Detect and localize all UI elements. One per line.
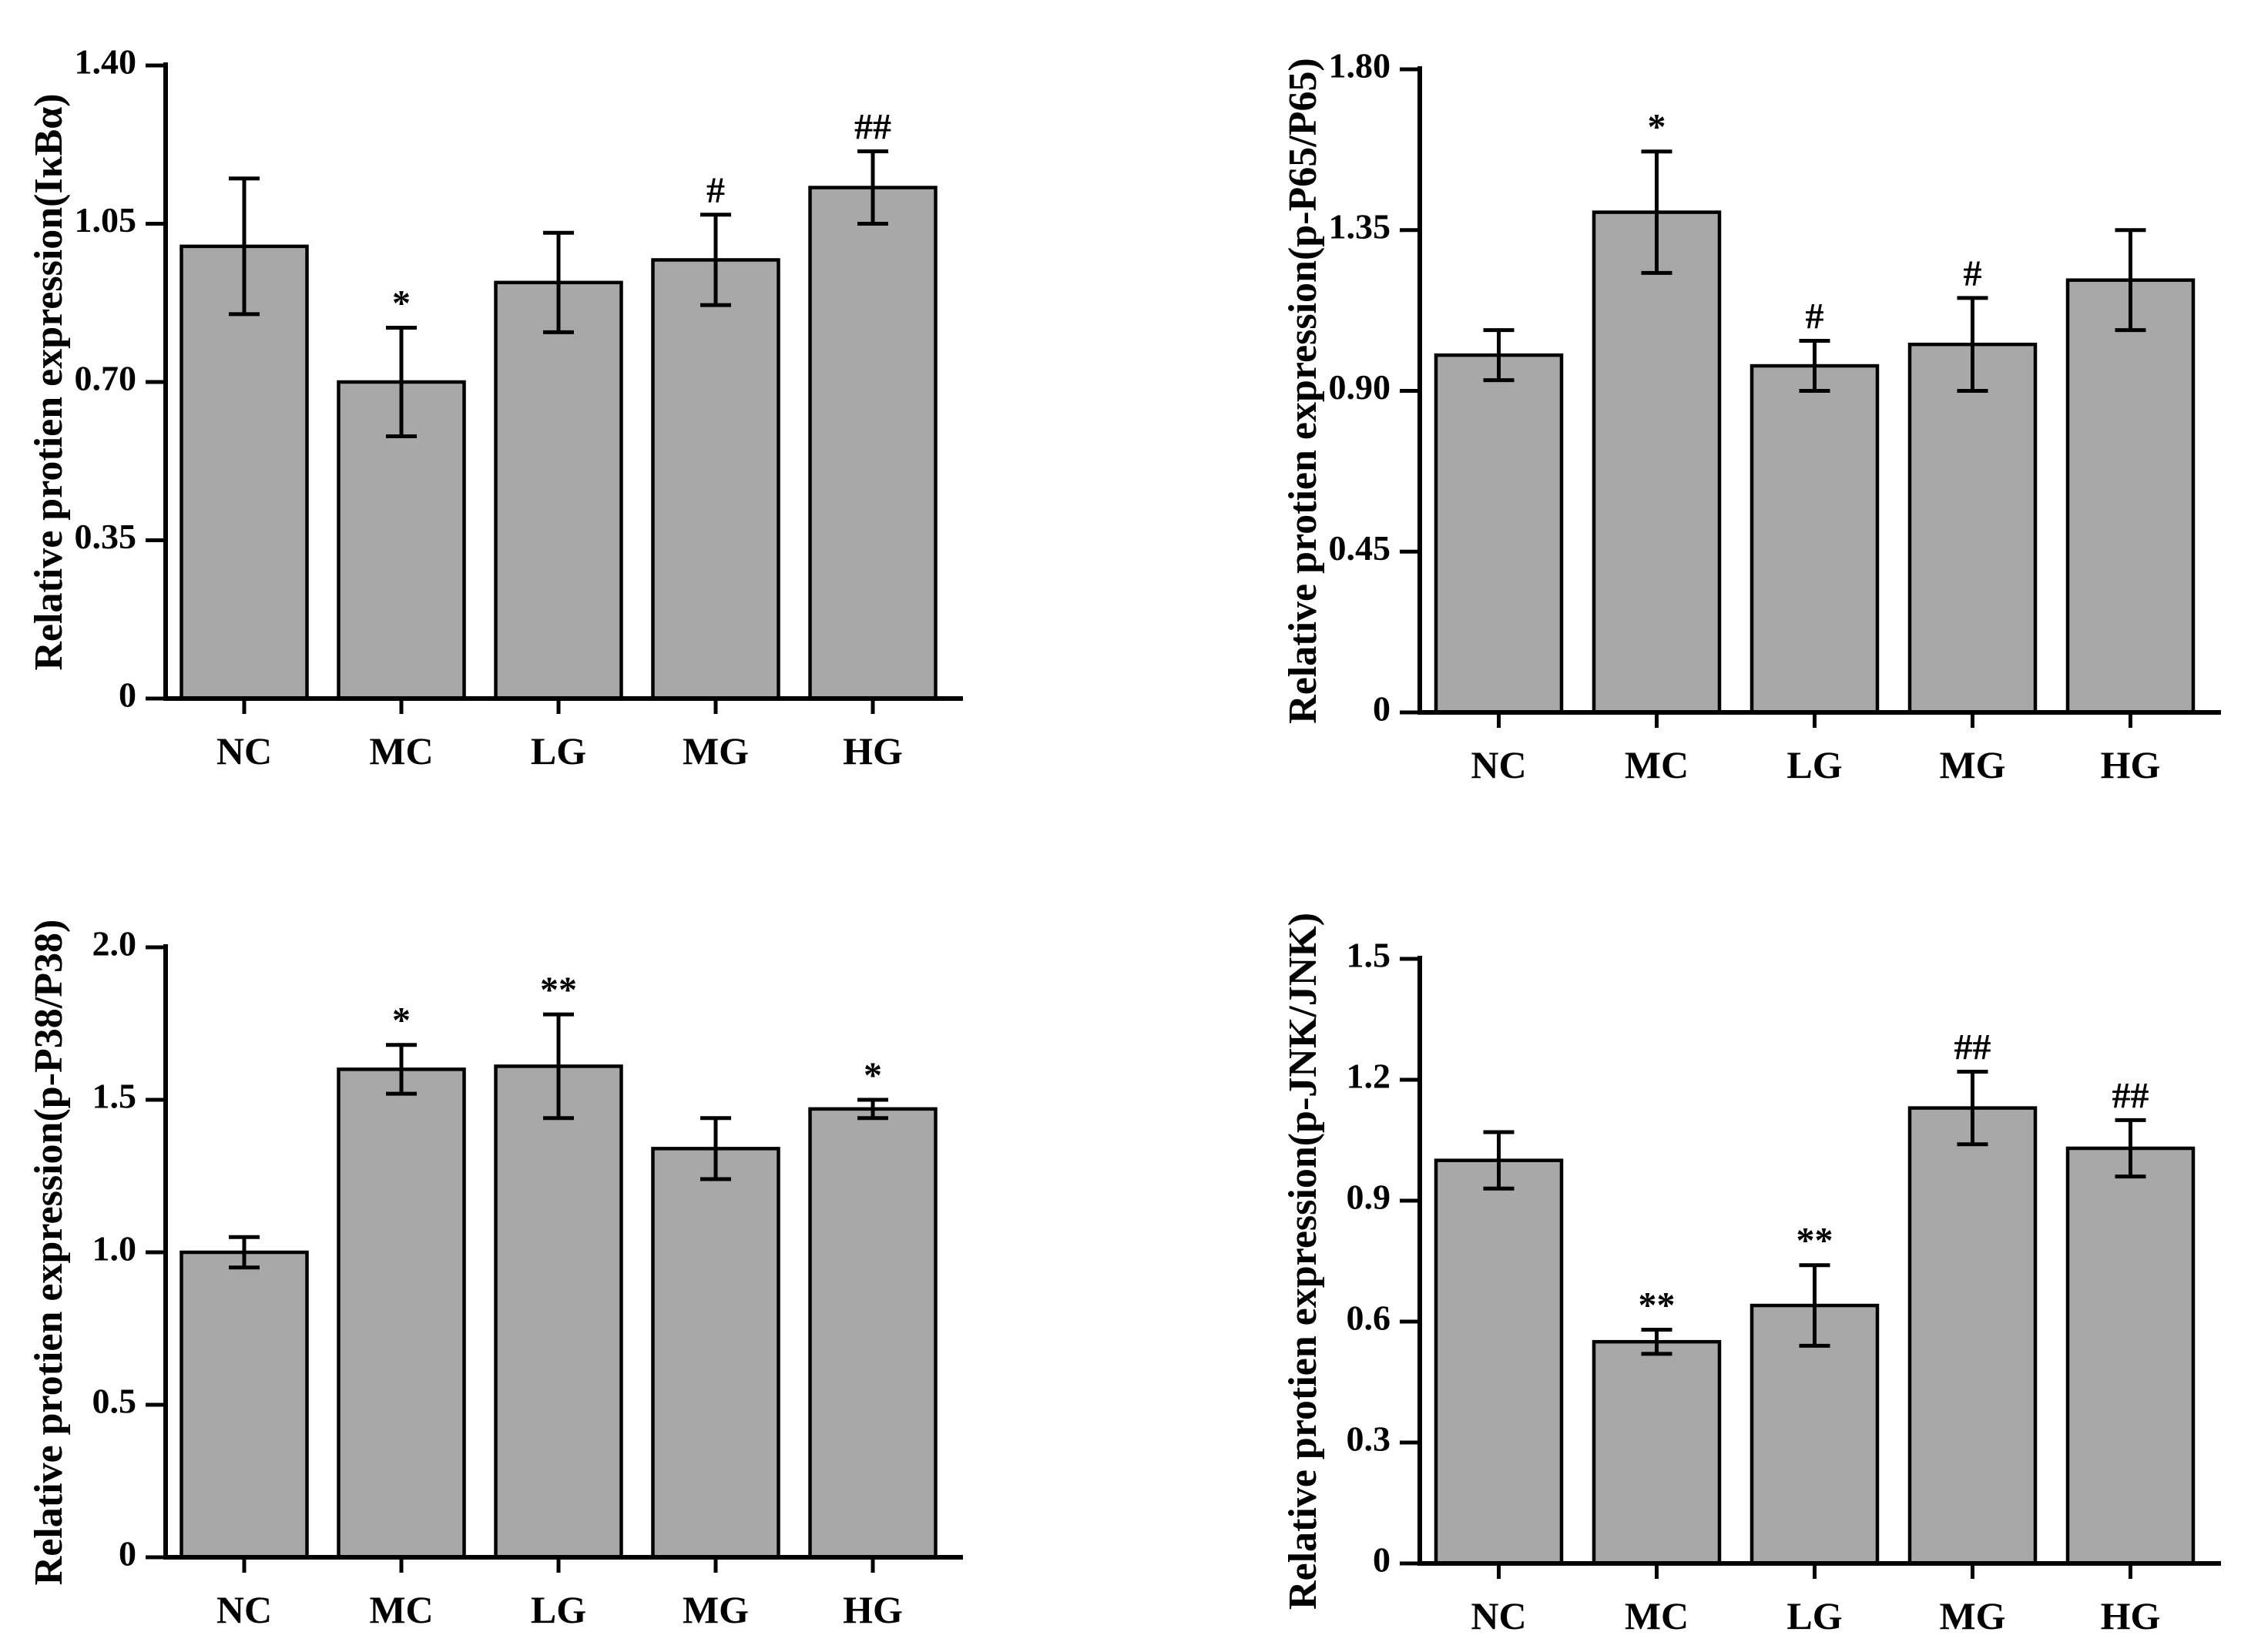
significance-annotation: ## bbox=[854, 107, 891, 148]
x-category-label: NC bbox=[216, 729, 272, 772]
y-axis-title: Relative protien expression(IκBα) bbox=[27, 93, 71, 670]
y-tick-label: 1.5 bbox=[1347, 936, 1391, 975]
y-tick-label: 1.05 bbox=[75, 200, 137, 240]
x-category-label: HG bbox=[843, 1588, 903, 1631]
y-tick-label: 1.80 bbox=[1329, 46, 1391, 85]
x-category-label: MC bbox=[369, 1588, 433, 1631]
y-tick-label: 0.90 bbox=[1329, 367, 1391, 407]
x-category-label: LG bbox=[531, 729, 586, 772]
bar-NC bbox=[179, 244, 309, 701]
x-category-label: MG bbox=[1939, 743, 2005, 786]
significance-annotation: # bbox=[706, 170, 725, 211]
y-tick-label: 0.5 bbox=[92, 1382, 137, 1421]
x-category-label: MC bbox=[369, 729, 433, 772]
y-axis-title: Relative protien expression(p-JNK/JNK) bbox=[1281, 913, 1325, 1610]
bar-HG bbox=[2065, 278, 2196, 715]
significance-annotation: # bbox=[1806, 297, 1824, 337]
bar-LG bbox=[494, 1064, 623, 1560]
significance-annotation: # bbox=[1964, 253, 1982, 294]
y-tick-label: 0.6 bbox=[1347, 1298, 1391, 1338]
x-category-label: NC bbox=[1471, 743, 1526, 786]
bar-MC bbox=[1592, 1339, 1722, 1566]
significance-annotation: * bbox=[392, 283, 411, 324]
bar-MG bbox=[1907, 1106, 2038, 1566]
x-category-label: MG bbox=[1939, 1594, 2005, 1637]
y-tick-label: 1.40 bbox=[75, 42, 137, 82]
bar-HG bbox=[2065, 1146, 2196, 1566]
y-tick-label: 0 bbox=[1373, 1540, 1391, 1580]
x-category-label: NC bbox=[216, 1588, 272, 1631]
x-category-label: MG bbox=[683, 729, 749, 772]
bar-MG bbox=[651, 258, 780, 701]
x-category-label: HG bbox=[2101, 1594, 2161, 1637]
x-category-label: MC bbox=[1625, 1594, 1689, 1637]
y-tick-label: 1.0 bbox=[92, 1229, 137, 1268]
bar-LG bbox=[494, 280, 623, 701]
bar-MG bbox=[1907, 342, 2038, 715]
significance-annotation: ** bbox=[1796, 1221, 1833, 1262]
panel-jnk: NC ** MC ** LG ## MG ## HG 0 0.3 0.6 0.9 1.2 1.5 Relati… bbox=[1281, 913, 2221, 1637]
x-category-label: LG bbox=[1786, 743, 1842, 786]
y-tick-label: 1.35 bbox=[1329, 206, 1391, 246]
y-tick-label: 0 bbox=[119, 675, 136, 715]
x-category-label: MC bbox=[1625, 743, 1689, 786]
significance-annotation: * bbox=[864, 1055, 882, 1096]
bar-NC bbox=[1434, 353, 1564, 715]
significance-annotation: ** bbox=[1639, 1285, 1676, 1325]
x-category-label: LG bbox=[1786, 1594, 1842, 1637]
y-tick-label: 0.45 bbox=[1329, 528, 1391, 568]
bar-HG bbox=[808, 1107, 938, 1560]
y-tick-label: 0.35 bbox=[75, 517, 137, 556]
y-tick-label: 1.5 bbox=[92, 1077, 137, 1116]
panel-p38: NC * MC ** LG MG * HG 0 0.5 1.0 1.5 2.0 Relative prot… bbox=[27, 920, 963, 1631]
panel-ikba: NC * MC LG # MG ## HG 0 0.35 0.70 1.05 1.40Relative … bbox=[27, 42, 963, 772]
significance-annotation: ** bbox=[540, 970, 577, 1010]
x-category-label: MG bbox=[683, 1588, 749, 1631]
bar-NC bbox=[179, 1250, 309, 1560]
bar-MC bbox=[1592, 210, 1722, 715]
bar-HG bbox=[808, 186, 938, 701]
y-tick-label: 0.3 bbox=[1347, 1419, 1391, 1459]
y-tick-label: 0.70 bbox=[75, 359, 137, 398]
significance-annotation: * bbox=[1648, 107, 1666, 148]
bar-NC bbox=[1434, 1158, 1564, 1566]
x-category-label: HG bbox=[843, 729, 903, 772]
y-tick-label: 1.2 bbox=[1347, 1057, 1391, 1096]
x-category-label: NC bbox=[1471, 1594, 1526, 1637]
y-tick-label: 2.0 bbox=[92, 924, 137, 963]
bar-LG bbox=[1750, 364, 1880, 715]
significance-annotation: ## bbox=[2112, 1075, 2149, 1116]
y-axis-title: Relative protien expression(p-P65/P65) bbox=[1281, 58, 1325, 724]
y-axis-title: Relative protien expression(p-P38/P38) bbox=[27, 920, 71, 1586]
y-tick-label: 0 bbox=[1373, 689, 1391, 729]
significance-annotation: * bbox=[392, 1000, 411, 1041]
x-category-label: LG bbox=[531, 1588, 586, 1631]
y-tick-label: 0 bbox=[119, 1534, 136, 1573]
significance-annotation: ## bbox=[1954, 1027, 1991, 1068]
y-tick-label: 0.9 bbox=[1347, 1178, 1391, 1217]
bar-MG bbox=[651, 1147, 780, 1560]
bar-MC bbox=[337, 1067, 466, 1560]
x-category-label: HG bbox=[2101, 743, 2161, 786]
